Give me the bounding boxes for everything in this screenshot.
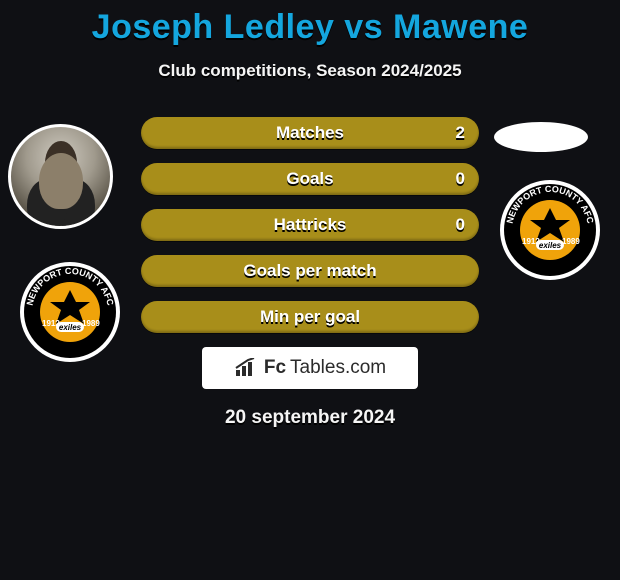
stat-left-value: 0: [456, 169, 465, 189]
stat-row: Hattricks 0: [141, 209, 479, 241]
svg-text:1989: 1989: [82, 319, 100, 328]
player-right-avatar: [494, 122, 588, 152]
svg-text:exiles: exiles: [59, 323, 82, 332]
stat-label: Goals per match: [243, 261, 376, 281]
stat-label: Hattricks: [274, 215, 347, 235]
svg-text:1912: 1912: [522, 237, 540, 246]
player-left-avatar: [8, 124, 113, 229]
subtitle: Club competitions, Season 2024/2025: [0, 61, 620, 81]
stat-row: Goals 0: [141, 163, 479, 195]
svg-text:1989: 1989: [562, 237, 580, 246]
stat-row: Min per goal: [141, 301, 479, 333]
svg-text:exiles: exiles: [539, 241, 562, 250]
stat-label: Goals: [286, 169, 333, 189]
stat-row: Goals per match: [141, 255, 479, 287]
bar-chart-icon: [234, 358, 260, 378]
stat-label: Min per goal: [260, 307, 360, 327]
comparison-title: Joseph Ledley vs Mawene: [0, 8, 620, 47]
brand-text-light: Tables.com: [290, 357, 386, 379]
brand-bar: Fc Tables.com: [202, 347, 418, 389]
date-label: 20 september 2024: [0, 407, 620, 429]
brand-text-bold: Fc: [264, 357, 286, 379]
stat-left-value: 0: [456, 215, 465, 235]
club-badge-left: exiles NEWPORT COUNTY AFC 1912 1989: [18, 260, 122, 364]
svg-text:1912: 1912: [42, 319, 60, 328]
club-badge-right: exiles NEWPORT COUNTY AFC 1912 1989: [498, 178, 602, 282]
stat-row: Matches 2: [141, 117, 479, 149]
stat-left-value: 2: [456, 123, 465, 143]
stat-label: Matches: [276, 123, 344, 143]
